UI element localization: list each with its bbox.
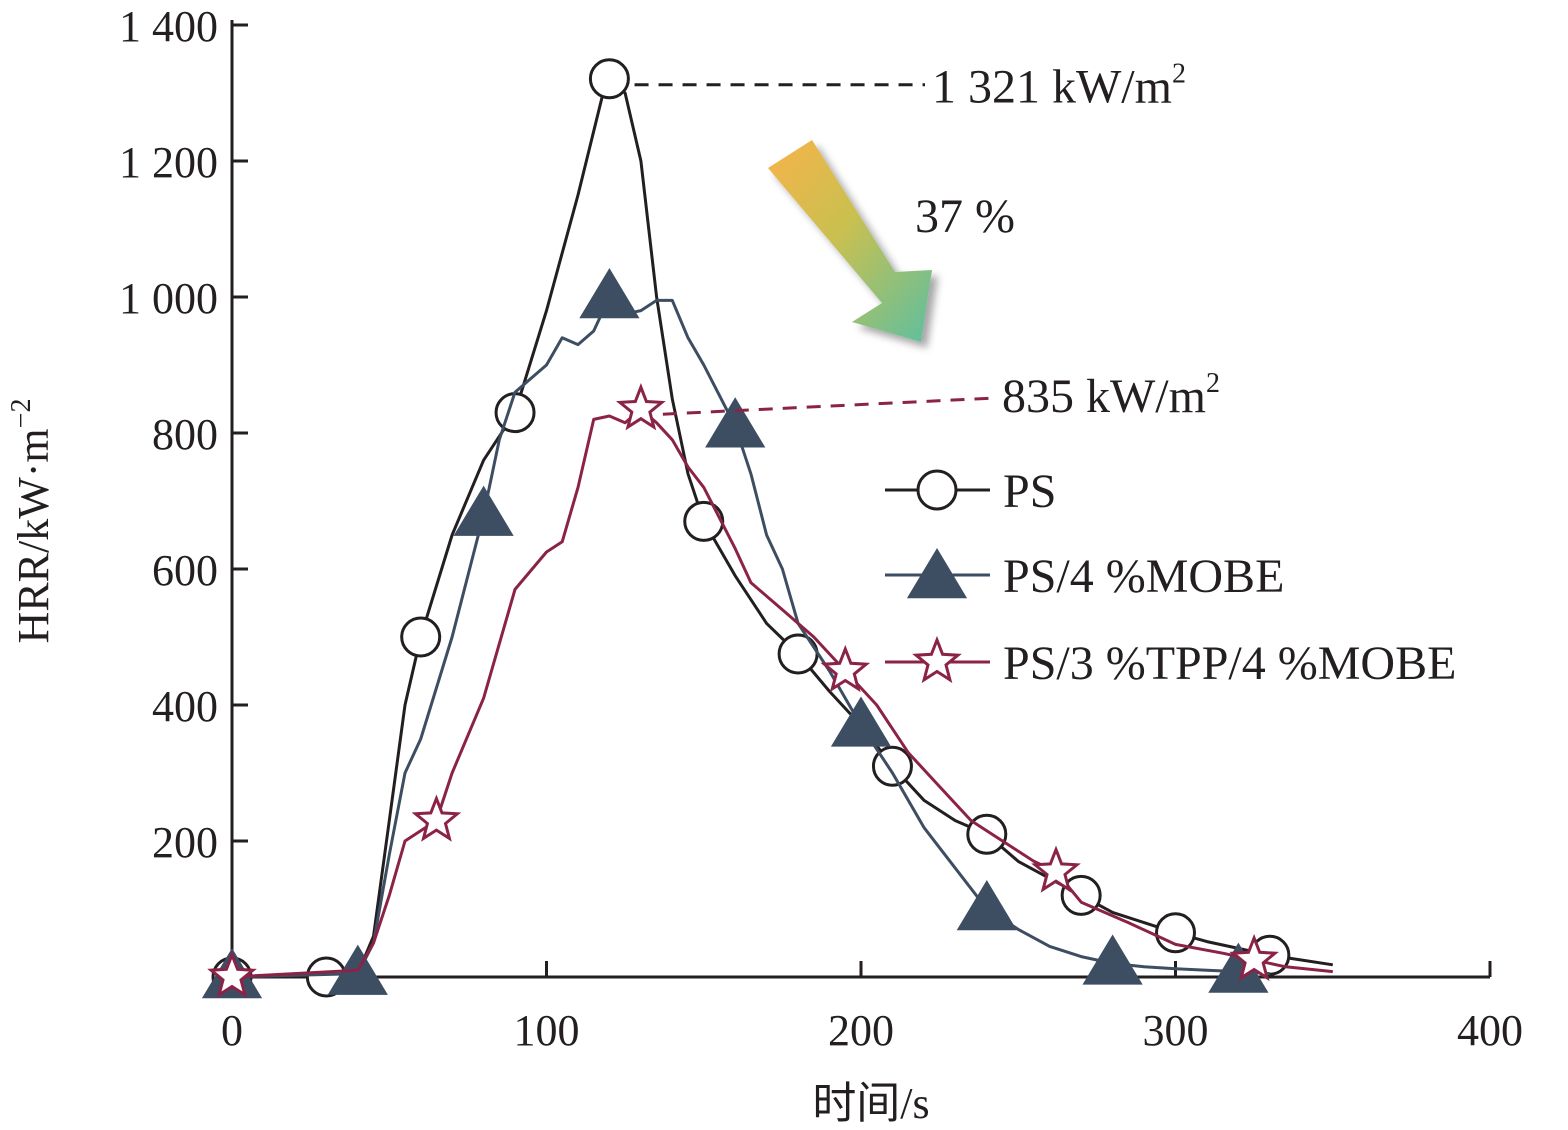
data-point-circle: [400, 616, 442, 658]
x-tick-label: 400: [1457, 1006, 1523, 1055]
data-point-circle: [916, 469, 958, 511]
data-point-triangle: [705, 397, 766, 448]
data-point-star: [1031, 845, 1081, 893]
data-point-triangle: [906, 548, 968, 599]
ps-peak-label: 1 321 kW/m2: [932, 59, 1186, 114]
y-axis-title-sup: −2: [6, 399, 37, 429]
data-point-star: [207, 950, 257, 999]
reduction-label: 37 %: [915, 190, 1015, 243]
series-line: [231, 295, 1270, 979]
data-point-triangle: [453, 485, 514, 536]
data-point-triangle: [579, 268, 640, 319]
y-axis-title: HRR/kW·m−2: [6, 399, 58, 644]
y-ticks: 200 400 600 800 1 000 1 200 1 400: [119, 2, 248, 867]
ps-peak-sup: 2: [1172, 59, 1186, 90]
legend-label: PS/3 %TPP/4 %MOBE: [1003, 637, 1456, 690]
y-tick-label: 1 200: [119, 138, 218, 187]
data-point-triangle: [830, 696, 892, 747]
data-point-star: [1229, 933, 1279, 982]
series-1: [201, 268, 1270, 999]
data-point-star: [615, 383, 666, 431]
series-line: [232, 77, 1334, 979]
data-point-star: [820, 644, 871, 693]
data-point-circle: [683, 500, 725, 542]
legend-item-2: PS/3 %TPP/4 %MOBE: [885, 635, 1456, 690]
x-axis-title: 时间/s: [812, 1079, 929, 1128]
legend-label: PS/4 %MOBE: [1003, 550, 1284, 603]
y-tick-label: 200: [152, 818, 218, 867]
data-point-circle: [777, 633, 819, 675]
legend-item-1: PS/4 %MOBE: [885, 548, 1284, 603]
legend-label: PS: [1003, 465, 1056, 518]
x-tick-label: 200: [828, 1006, 894, 1055]
x-tick-label: 100: [514, 1006, 580, 1055]
y-tick-label: 1 000: [119, 274, 218, 323]
data-point-circle: [494, 392, 536, 434]
data-point-triangle: [1082, 934, 1143, 985]
series-0: [211, 58, 1334, 998]
tpp-peak-label: 835 kW/m2: [1002, 368, 1220, 423]
data-point-triangle: [956, 880, 1017, 931]
y-axis-title-main: HRR/kW·m: [9, 428, 58, 643]
legend-item-0: PS: [885, 465, 1056, 518]
ps-peak-value: 1 321 kW/m: [932, 61, 1172, 114]
x-tick-label: 300: [1143, 1006, 1209, 1055]
y-tick-label: 400: [152, 682, 218, 731]
series-2: [207, 383, 1333, 999]
x-ticks: 0 100 200 300 400: [221, 961, 1523, 1055]
y-tick-label: 1 400: [119, 2, 218, 51]
reduction-arrow-icon: [768, 140, 932, 342]
y-tick-label: 600: [152, 546, 218, 595]
data-point-circle: [588, 58, 630, 100]
series-line: [231, 407, 1333, 979]
tpp-peak-dashed-line: [662, 396, 996, 416]
data-point-circle: [1155, 912, 1196, 954]
axes: 0 100 200 300 400 200 400 600 800 1 000 1 200 1 40…: [119, 2, 1523, 1055]
legend: PS PS/4 %MOBE PS/3 %TPP/4 %MOBE: [885, 465, 1456, 690]
data-point-star: [912, 635, 962, 684]
data-point-star: [411, 794, 462, 842]
series-layer: [201, 58, 1334, 999]
tpp-peak-value: 835 kW/m: [1002, 370, 1206, 423]
annotations: 1 321 kW/m2 835 kW/m2 37 %: [634, 59, 1220, 423]
x-tick-label: 0: [221, 1006, 243, 1055]
y-tick-label: 800: [152, 410, 218, 459]
tpp-peak-sup: 2: [1206, 368, 1220, 399]
